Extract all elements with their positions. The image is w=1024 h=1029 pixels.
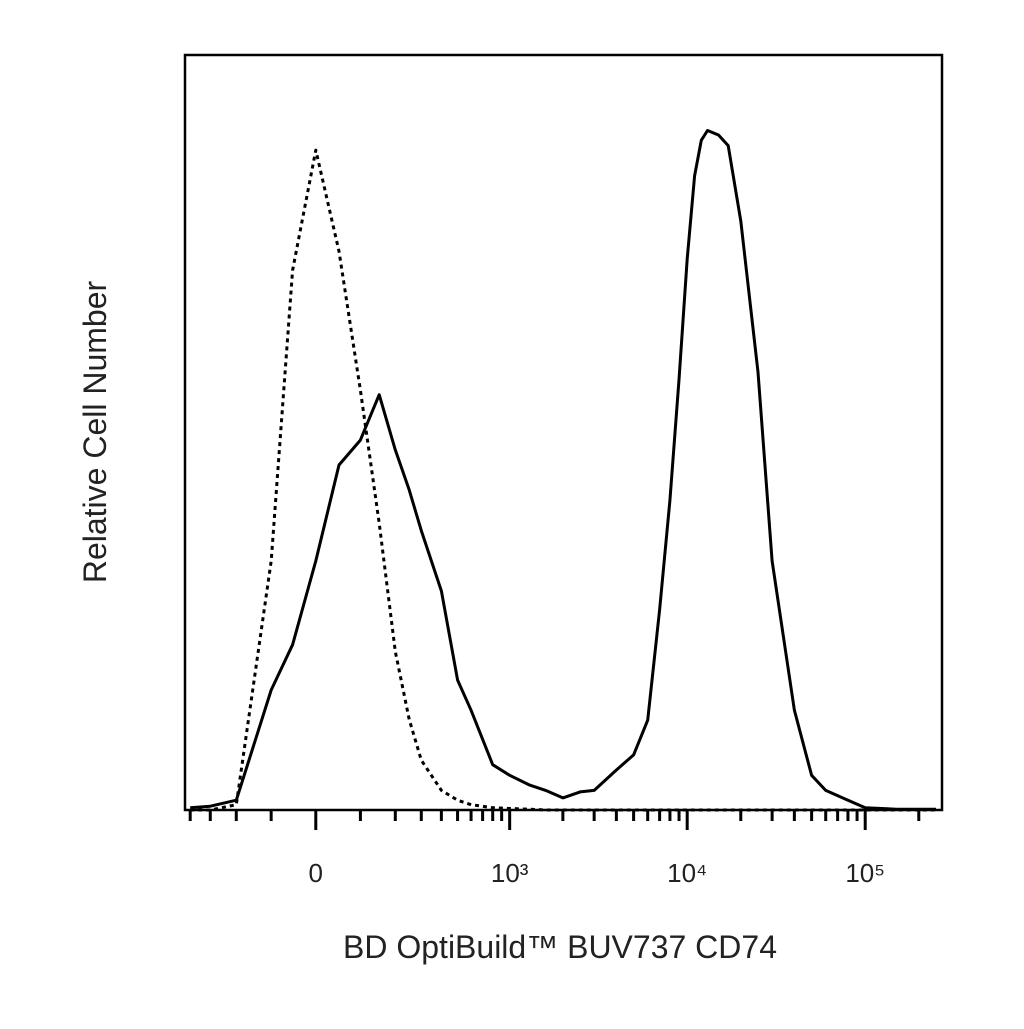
- plot-frame: [183, 53, 944, 812]
- x-tick-label: 0: [309, 858, 323, 888]
- x-tick-label: 10⁴: [667, 858, 707, 888]
- series-line: [190, 148, 936, 812]
- y-axis-label: Relative Cell Number: [77, 280, 113, 583]
- x-tick-label: 10⁵: [845, 858, 885, 888]
- x-tick-label: 10³: [491, 858, 529, 888]
- x-axis-label: BD OptiBuild™ BUV737 CD74: [343, 929, 777, 965]
- series-line: [190, 129, 936, 811]
